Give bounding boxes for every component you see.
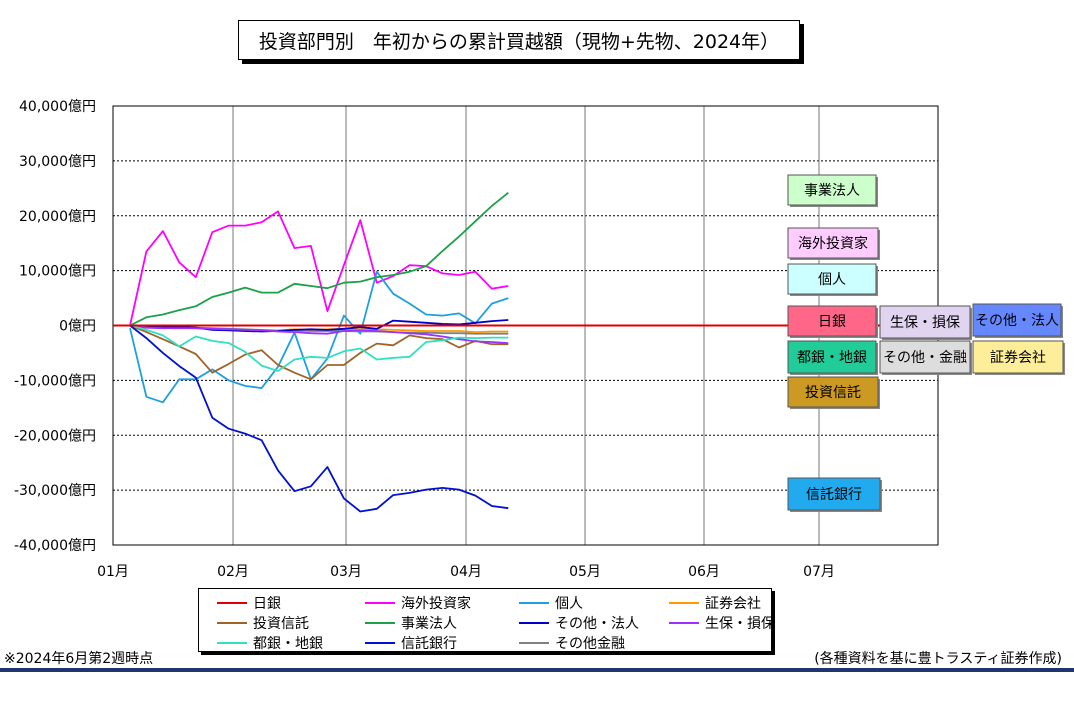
- series-line-7: [129, 324, 509, 344]
- series-label-text: その他・法人: [975, 313, 1059, 329]
- legend-label: その他金融: [555, 636, 625, 652]
- series-line-5: [129, 191, 509, 327]
- series-label-text: 事業法人: [804, 183, 860, 199]
- series-label-box: その他・法人: [972, 303, 1063, 338]
- y-tick-label: 10,000億円: [19, 264, 96, 280]
- series-label-text: 生保・損保: [890, 315, 960, 331]
- label-bg: [787, 227, 879, 259]
- series-label-box: 海外投資家: [787, 227, 880, 260]
- legend-swatch: [365, 602, 395, 604]
- legend-swatch: [519, 602, 549, 604]
- legend-swatch: [365, 622, 395, 624]
- legend-label: 証券会社: [705, 596, 761, 612]
- series-label-text: その他・金融: [883, 350, 967, 366]
- series-label-box: 日銀: [787, 305, 878, 338]
- legend-swatch: [217, 622, 247, 624]
- series-label-text: 個人: [818, 272, 846, 288]
- series-label-box: 証券会社: [972, 340, 1065, 375]
- legend-label: 信託銀行: [401, 636, 457, 652]
- series-label-box: 生保・損保: [879, 305, 972, 340]
- legend-label: 個人: [555, 596, 583, 612]
- legend-item: 事業法人: [365, 613, 457, 633]
- legend-item: 生保・損保: [669, 613, 775, 633]
- label-bg: [787, 263, 877, 295]
- y-tick-label: 20,000億円: [19, 209, 96, 225]
- x-tick-label: 04月: [450, 564, 482, 580]
- legend-item: 証券会社: [669, 593, 761, 613]
- legend-swatch: [217, 642, 247, 644]
- series-label-text: 証券会社: [990, 350, 1046, 366]
- y-tick-label: 0億円: [59, 319, 96, 335]
- series-label-text: 投資信託: [805, 385, 861, 401]
- x-tick-label: 02月: [217, 564, 249, 580]
- legend-item: 信託銀行: [365, 633, 457, 653]
- legend-swatch: [519, 622, 549, 624]
- series-label-text: 海外投資家: [798, 235, 868, 252]
- y-tick-label: 40,000億円: [19, 99, 96, 115]
- legend-label: 海外投資家: [401, 596, 471, 612]
- label-bg: [787, 376, 879, 408]
- label-bg: [787, 305, 877, 337]
- legend-swatch: [365, 642, 395, 644]
- legend-label: 投資信託: [253, 616, 309, 632]
- legend-label: 日銀: [253, 596, 281, 612]
- series-label-box: その他・金融: [879, 340, 972, 375]
- x-tick-label: 05月: [569, 564, 601, 580]
- series-label-text: 日銀: [818, 314, 846, 330]
- label-bg: [879, 340, 971, 374]
- series-label-box: 個人: [787, 263, 878, 296]
- legend-item: 投資信託: [217, 613, 309, 633]
- legend-swatch: [669, 622, 699, 624]
- series-line-8: [129, 324, 509, 372]
- source-note: (各種資料を基に豊トラスティ証券作成): [814, 651, 1062, 667]
- legend-item: その他金融: [519, 633, 625, 653]
- x-tick-label: 01月: [97, 564, 129, 580]
- series-line-1: [129, 210, 509, 326]
- legend-label: 生保・損保: [705, 616, 775, 632]
- label-bg: [972, 303, 1062, 337]
- label-bg: [787, 340, 877, 374]
- y-tick-label: -40,000億円: [14, 538, 96, 554]
- legend-swatch: [519, 642, 549, 644]
- legend-label: 都銀・地銀: [253, 636, 323, 652]
- legend-label: 事業法人: [401, 616, 457, 632]
- chart-title: 投資部門別 年初からの累計買越額（現物+先物、2024年）: [238, 20, 800, 60]
- series-label-box: 信託銀行: [787, 477, 882, 512]
- y-tick-label: -20,000億円: [14, 428, 96, 444]
- bottom-rule: [0, 668, 1074, 672]
- series-label-box: 事業法人: [787, 174, 878, 207]
- legend-item: 都銀・地銀: [217, 633, 323, 653]
- legend-label: その他・法人: [555, 616, 639, 632]
- series-label-box: 都銀・地銀: [787, 340, 878, 375]
- x-tick-label: 03月: [330, 564, 362, 580]
- series-label-text: 信託銀行: [806, 487, 862, 503]
- x-tick-label: 07月: [803, 564, 835, 580]
- x-tick-label: 06月: [688, 564, 720, 580]
- label-bg: [787, 477, 881, 511]
- legend-swatch: [217, 602, 247, 604]
- label-bg: [787, 174, 877, 206]
- y-tick-label: 30,000億円: [19, 154, 96, 170]
- legend-swatch: [669, 602, 699, 604]
- series-line-2: [129, 270, 509, 404]
- y-tick-label: -10,000億円: [14, 373, 96, 389]
- legend-item: 日銀: [217, 593, 281, 613]
- series-lines: [129, 191, 509, 513]
- series-label-box: 投資信託: [787, 376, 880, 409]
- legend-item: その他・法人: [519, 613, 639, 633]
- footnote: ※2024年6月第2週時点: [4, 651, 154, 667]
- series-line-9: [129, 324, 509, 513]
- legend-item: 海外投資家: [365, 593, 471, 613]
- y-tick-label: -30,000億円: [14, 483, 96, 499]
- legend-item: 個人: [519, 593, 583, 613]
- legend: 日銀 海外投資家 個人 証券会社投資信託 事業法人 その他・法人 生保・損保都銀・地銀 信託銀…: [198, 588, 775, 653]
- label-bg: [972, 340, 1064, 374]
- series-label-text: 都銀・地銀: [797, 350, 867, 366]
- label-bg: [879, 305, 971, 339]
